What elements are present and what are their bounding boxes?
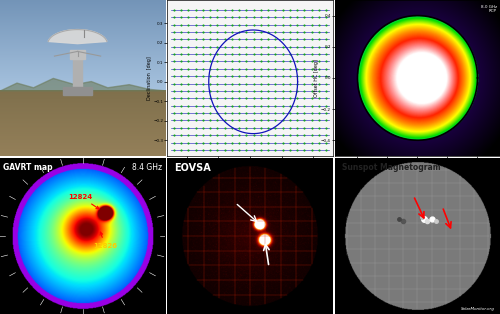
- Text: 12824: 12824: [68, 194, 99, 209]
- Polygon shape: [70, 50, 85, 59]
- Text: SolarMonitor.org: SolarMonitor.org: [461, 307, 495, 311]
- Polygon shape: [62, 87, 92, 95]
- Text: GAVRT map: GAVRT map: [4, 163, 53, 172]
- Y-axis label: Declination  [deg]: Declination [deg]: [147, 56, 152, 100]
- X-axis label: Cross-declination  [deg]: Cross-declination [deg]: [221, 165, 279, 171]
- X-axis label: Offset RA [deg]: Offset RA [deg]: [399, 165, 436, 171]
- Text: 8.4 GHz: 8.4 GHz: [132, 163, 162, 172]
- Text: EOVSA: EOVSA: [174, 163, 211, 173]
- Text: Sunspot Magnetogram: Sunspot Magnetogram: [342, 163, 440, 172]
- Text: 8000: 8000: [338, 5, 347, 9]
- Y-axis label: Offset HC [deg]: Offset HC [deg]: [314, 59, 320, 97]
- Polygon shape: [74, 58, 82, 90]
- Polygon shape: [48, 30, 107, 44]
- Text: 8.0 GHz
RCP: 8.0 GHz RCP: [480, 5, 496, 13]
- Text: 12826: 12826: [93, 232, 117, 249]
